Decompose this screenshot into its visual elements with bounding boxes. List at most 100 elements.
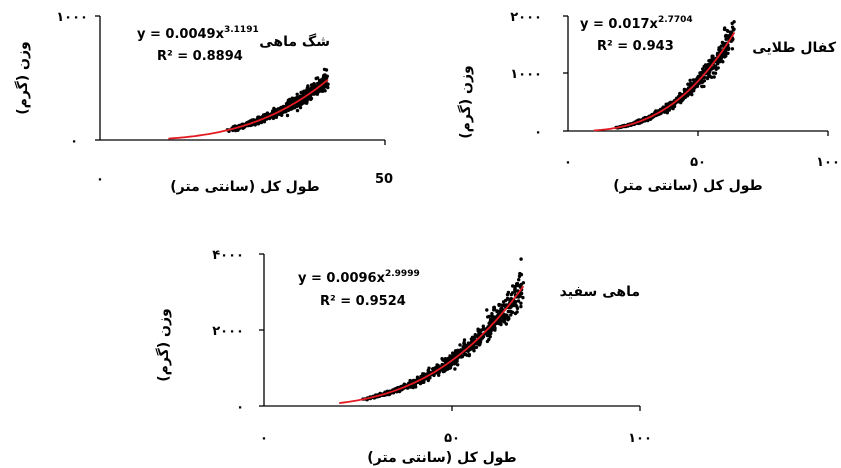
data-point [427, 366, 431, 370]
y-tick-label: ۰ [70, 134, 78, 149]
data-point [397, 389, 402, 394]
data-point [472, 349, 476, 353]
data-point [729, 31, 733, 35]
data-point [409, 385, 413, 389]
data-point [710, 75, 714, 80]
data-point [679, 100, 683, 105]
data-point [414, 385, 418, 389]
data-point [492, 308, 496, 312]
data-point [300, 101, 304, 106]
data-point [516, 299, 521, 303]
trend-line [593, 31, 736, 132]
y-tick-label: ۱۰۰۰ [56, 10, 88, 25]
data-point [730, 21, 734, 26]
data-point [707, 59, 711, 63]
data-point [724, 54, 728, 58]
data-point [721, 60, 725, 64]
data-point [683, 88, 688, 92]
data-point [693, 79, 697, 84]
data-point [505, 293, 510, 297]
data-point [695, 84, 700, 88]
data-point [495, 309, 499, 314]
data-point [689, 81, 693, 85]
data-point [710, 58, 714, 62]
data-point [509, 313, 513, 317]
r2-label: R² = 0.8894 [157, 49, 243, 64]
x-tick-label: ۵۰ [444, 431, 460, 446]
data-point [452, 361, 456, 365]
scatter-points [225, 67, 330, 133]
data-point [441, 358, 445, 362]
data-point [665, 111, 669, 115]
data-point [309, 97, 313, 102]
data-point [408, 379, 412, 383]
data-point [460, 354, 465, 359]
data-point [513, 290, 517, 294]
x-axis-title: طول کل (سانتی متر) [367, 450, 516, 466]
data-point [712, 75, 716, 79]
data-point [696, 74, 700, 79]
x-tick-label: ۰ [564, 155, 572, 170]
data-point [262, 120, 267, 124]
data-point [295, 102, 299, 107]
data-point [519, 257, 523, 261]
equation-label: y = 0.0096x2.9999 [298, 269, 420, 286]
data-point [497, 302, 501, 307]
data-point [730, 47, 735, 51]
data-point [286, 98, 291, 103]
y-tick-label: ۴۰۰۰ [212, 248, 244, 263]
x-tick-label: 50 [375, 172, 393, 187]
data-point [270, 109, 275, 113]
data-point [470, 335, 475, 339]
data-point [299, 90, 303, 95]
data-point [716, 62, 720, 66]
data-point [306, 84, 310, 88]
data-point [474, 345, 479, 349]
y-tick-label: ۱۰۰۰ [510, 67, 542, 82]
data-point [499, 307, 503, 311]
data-point [506, 309, 510, 314]
data-point [492, 315, 496, 319]
data-point [305, 87, 309, 92]
data-point [503, 315, 507, 319]
x-tick-label: ۰ [260, 431, 268, 446]
data-point [323, 89, 327, 93]
data-point [448, 366, 452, 370]
data-point [713, 64, 717, 68]
x-tick-label: ۰ [96, 172, 104, 187]
data-point [440, 362, 444, 367]
data-point [731, 28, 735, 32]
chart-kutum: ۴۰۰۰ ۲۰۰۰ ۰ ۰ ۵۰ ۱۰۰ طول کل (سانتی متر) … [155, 248, 652, 466]
data-point [505, 297, 510, 301]
data-point [687, 92, 691, 96]
data-point [723, 26, 727, 30]
data-point [699, 80, 703, 84]
data-point [315, 92, 319, 96]
data-point [504, 322, 508, 326]
data-point [295, 92, 299, 97]
data-point [719, 56, 724, 60]
data-point [492, 325, 496, 330]
trend-line [339, 285, 525, 404]
scatter-points [361, 257, 526, 402]
data-point [667, 108, 671, 112]
data-point [312, 83, 317, 88]
data-point [314, 76, 318, 81]
data-point [478, 340, 482, 345]
data-point [487, 337, 491, 342]
data-point [443, 357, 448, 361]
chart-golden-mullet: ۲۰۰۰ ۱۰۰۰ ۰ ۰ ۵۰ ۱۰۰ طول کل (سانتی متر) … [457, 10, 840, 194]
data-point [473, 333, 477, 337]
data-point [509, 297, 513, 301]
data-point [466, 341, 471, 345]
data-point [725, 28, 729, 33]
data-point [465, 353, 469, 357]
species-label: کفال طلایی [752, 40, 837, 56]
data-point [521, 295, 525, 300]
y-axis-title: وزن (گرم) [155, 308, 172, 382]
data-point [690, 92, 694, 97]
y-axis-title: وزن (گرم) [14, 41, 31, 115]
data-point [511, 284, 515, 288]
y-tick-label: ۰ [534, 125, 542, 140]
equation-label: y = 0.017x2.7704 [580, 15, 693, 32]
